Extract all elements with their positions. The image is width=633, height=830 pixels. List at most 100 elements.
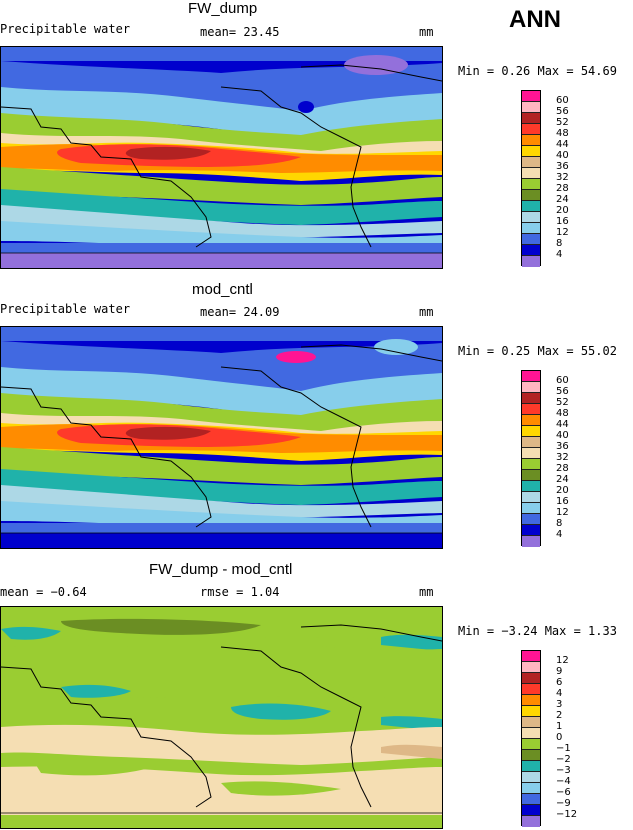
colorbar-tick-label: 52 xyxy=(556,397,569,408)
colorbar-swatch xyxy=(522,102,540,113)
colorbar-tick-label: 3 xyxy=(556,699,563,710)
colorbar-swatch xyxy=(522,113,540,124)
colorbar-swatch xyxy=(522,415,540,426)
colorbar-tick-label: −4 xyxy=(556,776,571,787)
colorbar-swatch xyxy=(522,470,540,481)
colorbar-tick-label: 20 xyxy=(556,205,569,216)
colorbar-swatch xyxy=(522,404,540,415)
colorbar-tick-label: −6 xyxy=(556,787,571,798)
colorbar-tick-label: 32 xyxy=(556,452,569,463)
panel2-colorbar xyxy=(521,370,541,547)
colorbar-swatch xyxy=(522,684,540,695)
colorbar-tick-label: 12 xyxy=(556,507,569,518)
colorbar-swatch xyxy=(522,212,540,223)
colorbar-tick-label: 28 xyxy=(556,183,569,194)
colorbar-swatch xyxy=(522,695,540,706)
panel1-minmax: Min = 0.26 Max = 54.69 xyxy=(458,64,617,78)
colorbar-tick-label: 24 xyxy=(556,474,569,485)
colorbar-tick-label: 20 xyxy=(556,485,569,496)
panel1-colorbar xyxy=(521,90,541,267)
colorbar-swatch xyxy=(522,662,540,673)
colorbar-swatch xyxy=(522,371,540,382)
colorbar-tick-label: 4 xyxy=(556,529,563,540)
colorbar-tick-label: 2 xyxy=(556,710,563,721)
panel3-colorbar xyxy=(521,650,541,827)
panel2-minmax: Min = 0.25 Max = 55.02 xyxy=(458,344,617,358)
colorbar-tick-label: 36 xyxy=(556,161,569,172)
colorbar-swatch xyxy=(522,772,540,783)
colorbar-swatch xyxy=(522,382,540,393)
panel3-rmse: rmse = 1.04 xyxy=(200,585,280,599)
colorbar-tick-label: 60 xyxy=(556,375,569,386)
colorbar-swatch xyxy=(522,437,540,448)
colorbar-swatch xyxy=(522,816,540,827)
panel1-mean: mean= 23.45 xyxy=(200,25,280,39)
colorbar-swatch xyxy=(522,706,540,717)
colorbar-swatch xyxy=(522,426,540,437)
colorbar-tick-label: 9 xyxy=(556,666,563,677)
panel3-mean: mean = −0.64 xyxy=(0,585,87,599)
colorbar-swatch xyxy=(522,459,540,470)
colorbar-swatch xyxy=(522,157,540,168)
colorbar-tick-label: 4 xyxy=(556,249,563,260)
colorbar-tick-label: −12 xyxy=(556,809,578,820)
colorbar-swatch xyxy=(522,223,540,234)
colorbar-swatch xyxy=(522,673,540,684)
colorbar-tick-label: 8 xyxy=(556,518,563,529)
colorbar-swatch xyxy=(522,201,540,212)
panel3-minmax: Min = −3.24 Max = 1.33 xyxy=(458,624,617,638)
colorbar-tick-label: 56 xyxy=(556,386,569,397)
colorbar-tick-label: 8 xyxy=(556,238,563,249)
panel1-contour-plot xyxy=(1,47,442,268)
colorbar-tick-label: 52 xyxy=(556,117,569,128)
colorbar-tick-label: 48 xyxy=(556,128,569,139)
panel2-map xyxy=(0,326,443,549)
panel2-title: mod_cntl xyxy=(192,281,253,298)
colorbar-swatch xyxy=(522,525,540,536)
colorbar-swatch xyxy=(522,739,540,750)
colorbar-swatch xyxy=(522,761,540,772)
panel2-contour-plot xyxy=(1,327,442,548)
colorbar-swatch xyxy=(522,448,540,459)
colorbar-tick-label: −2 xyxy=(556,754,571,765)
panel2-subtitle: Precipitable water xyxy=(0,302,131,316)
colorbar-tick-label: 0 xyxy=(556,732,563,743)
colorbar-swatch xyxy=(522,750,540,761)
colorbar-tick-label: −3 xyxy=(556,765,571,776)
colorbar-swatch xyxy=(522,168,540,179)
colorbar-swatch xyxy=(522,91,540,102)
colorbar-tick-label: 12 xyxy=(556,227,569,238)
colorbar-tick-label: 24 xyxy=(556,194,569,205)
colorbar-tick-label: 16 xyxy=(556,216,569,227)
panel3-map xyxy=(0,606,443,829)
panel3-units: mm xyxy=(419,585,434,599)
colorbar-tick-label: −1 xyxy=(556,743,571,754)
panel1-units: mm xyxy=(419,25,434,39)
colorbar-tick-label: 36 xyxy=(556,441,569,452)
colorbar-swatch xyxy=(522,179,540,190)
colorbar-tick-label: 1 xyxy=(556,721,563,732)
colorbar-tick-label: 40 xyxy=(556,150,569,161)
colorbar-tick-label: 6 xyxy=(556,677,563,688)
colorbar-swatch xyxy=(522,728,540,739)
colorbar-tick-label: 44 xyxy=(556,139,569,150)
colorbar-swatch xyxy=(522,393,540,404)
colorbar-swatch xyxy=(522,717,540,728)
colorbar-swatch xyxy=(522,503,540,514)
colorbar-tick-label: 32 xyxy=(556,172,569,183)
colorbar-tick-label: 4 xyxy=(556,688,563,699)
colorbar-tick-label: 12 xyxy=(556,655,569,666)
colorbar-swatch xyxy=(522,783,540,794)
colorbar-swatch xyxy=(522,135,540,146)
colorbar-tick-label: −9 xyxy=(556,798,571,809)
colorbar-swatch xyxy=(522,190,540,201)
colorbar-tick-label: 28 xyxy=(556,463,569,474)
panel2-mean: mean= 24.09 xyxy=(200,305,280,319)
colorbar-swatch xyxy=(522,794,540,805)
panel1-subtitle: Precipitable water xyxy=(0,22,131,36)
colorbar-swatch xyxy=(522,256,540,267)
panel1-map xyxy=(0,46,443,269)
colorbar-tick-label: 16 xyxy=(556,496,569,507)
panel2-units: mm xyxy=(419,305,434,319)
colorbar-swatch xyxy=(522,146,540,157)
